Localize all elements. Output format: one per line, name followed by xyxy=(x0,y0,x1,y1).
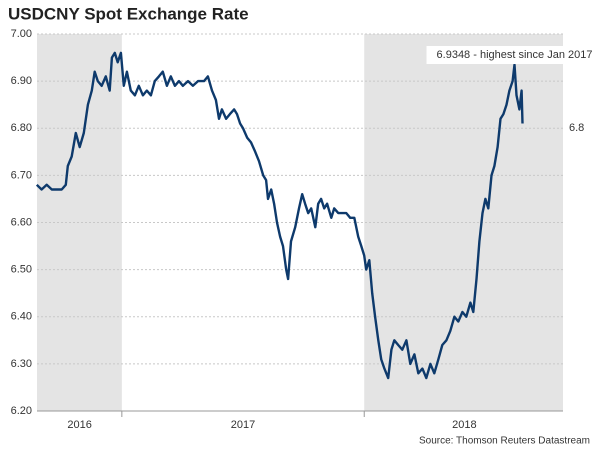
y-tick-label: 6.40 xyxy=(11,311,32,323)
last-value-label: 6.8 xyxy=(569,122,584,134)
annotation: 6.9348 - highest since Jan 2017 xyxy=(437,49,593,61)
y-tick-label: 7.00 xyxy=(11,28,32,40)
y-tick-label: 6.80 xyxy=(11,122,32,134)
y-tick-label: 6.90 xyxy=(11,75,32,87)
shaded-band xyxy=(37,34,122,411)
annotation-box xyxy=(426,46,600,64)
y-tick-label: 6.30 xyxy=(11,358,32,370)
x-tick-label: 2016 xyxy=(67,419,91,431)
x-tick-label: 2018 xyxy=(452,419,476,431)
data-line xyxy=(35,51,524,380)
y-tick-label: 6.70 xyxy=(11,169,32,181)
chart-title: USDCNY Spot Exchange Rate xyxy=(8,4,249,23)
x-tick-label: 2017 xyxy=(231,419,255,431)
source: Source: Thomson Reuters Datastream xyxy=(419,436,590,447)
y-tick-label: 6.20 xyxy=(11,405,32,417)
y-tick-label: 6.50 xyxy=(11,264,32,276)
y-tick-label: 6.60 xyxy=(11,216,32,228)
